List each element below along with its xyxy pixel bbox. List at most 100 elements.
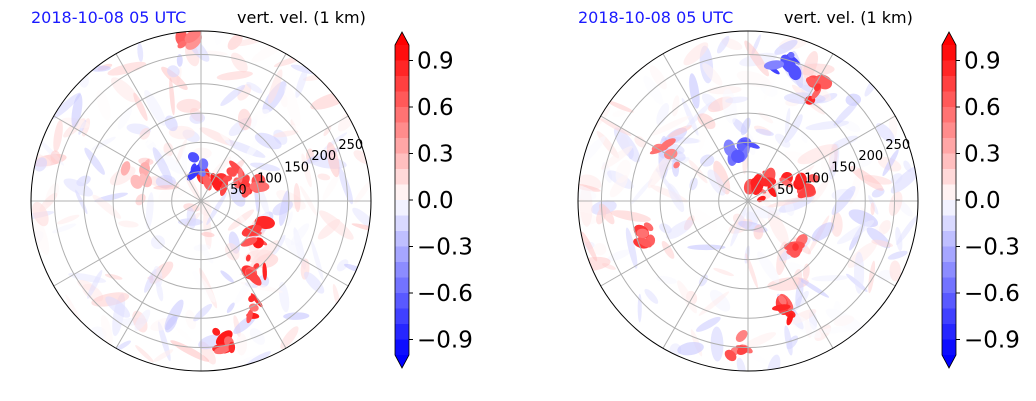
colorbar-tick-label: 0.9 xyxy=(417,49,454,75)
colorbar-extend-max xyxy=(395,32,409,45)
colorbar-tick-label: −0.9 xyxy=(964,328,1020,354)
colorbar-segment xyxy=(395,231,409,247)
colorbar-tick-label: 0.3 xyxy=(417,142,454,168)
velocity-cell xyxy=(175,31,202,50)
colorbar-segment xyxy=(942,293,956,309)
azimuth-line xyxy=(662,200,749,349)
colorbar-segment xyxy=(942,246,956,263)
colorbar-outline xyxy=(394,31,410,369)
radial-tick-label: 250 xyxy=(885,138,910,153)
azimuth-line xyxy=(747,200,896,287)
colorbar-tick-label: 0.0 xyxy=(964,188,1001,214)
colorbar: 0.9 0.6 0.3 0.0 −0.3 −0.6 −0.9 xyxy=(394,31,473,369)
azimuth-line xyxy=(200,115,349,202)
colorbar-segment xyxy=(395,45,409,61)
colorbar-segment xyxy=(395,200,409,216)
radial-tick-label: 50 xyxy=(230,183,247,198)
azimuth-line xyxy=(200,200,287,349)
velocity-cell xyxy=(723,137,760,166)
colorbar-segment xyxy=(942,200,956,216)
colorbar-extend-min xyxy=(942,355,956,368)
colorbar-tick-label: 0.6 xyxy=(964,95,1001,121)
radial-tick-label: 100 xyxy=(804,172,829,187)
colorbar-outline xyxy=(941,31,957,369)
radial-tick-label: 150 xyxy=(831,160,856,175)
colorbar-segment xyxy=(942,308,956,325)
colorbar-tick-label: 0.3 xyxy=(964,142,1001,168)
radial-tick-label: 250 xyxy=(338,138,363,153)
colorbar-segment xyxy=(395,339,409,356)
colorbar-segment xyxy=(395,215,409,232)
colorbar-segment xyxy=(942,184,956,201)
chart-panel-right: 2018-10-08 05 UTC vert. vel. (1 km) 50 10… xyxy=(547,0,1036,401)
colorbar-segment xyxy=(942,91,956,108)
colorbar-segment xyxy=(942,122,956,139)
time-label: 2018-10-08 05 UTC xyxy=(578,8,734,27)
chart-panel-left: 2018-10-08 05 UTC vert. vel. (1 km) 50 10… xyxy=(30,8,473,372)
colorbar-segment xyxy=(395,324,409,340)
colorbar-segment xyxy=(942,324,956,340)
colorbar-segment xyxy=(395,91,409,108)
azimuth-line xyxy=(747,200,834,349)
velocity-cell xyxy=(649,138,680,169)
colorbar-segment xyxy=(942,138,956,154)
velocity-cell xyxy=(241,254,267,286)
colorbar-extend-min xyxy=(395,355,409,368)
colorbar-tick-label: −0.3 xyxy=(964,235,1020,261)
radial-tick-label: 50 xyxy=(777,183,794,198)
colorbar-tick-label: −0.6 xyxy=(417,281,473,307)
azimuth-line xyxy=(600,115,749,202)
polar-frame xyxy=(30,30,372,372)
colorbar-segment xyxy=(395,293,409,309)
colorbar-segment xyxy=(395,262,409,278)
variable-label: vert. vel. (1 km) xyxy=(237,8,366,27)
colorbar-segment xyxy=(942,169,956,185)
velocity-cell xyxy=(633,222,656,249)
azimuth-line xyxy=(200,53,287,202)
velocity-cell xyxy=(724,330,753,362)
colorbar-segment xyxy=(942,76,956,92)
azimuth-line xyxy=(53,115,202,202)
azimuth-line xyxy=(747,53,834,202)
colorbar-segment xyxy=(395,60,409,77)
colorbar-segment xyxy=(942,107,956,123)
velocity-cell xyxy=(783,234,808,258)
polar-frame xyxy=(577,30,919,372)
velocity-cell xyxy=(238,167,270,198)
colorbar-segment xyxy=(942,262,956,278)
colorbar-segment xyxy=(942,215,956,232)
radial-tick-label: 200 xyxy=(311,149,336,164)
colorbar-tick-label: −0.9 xyxy=(417,328,473,354)
colorbar-tick-label: 0.0 xyxy=(417,188,454,214)
polar-grid xyxy=(31,31,371,371)
colorbar-segment xyxy=(395,76,409,92)
velocity-cell xyxy=(793,172,820,199)
colorbar-segment xyxy=(395,277,409,294)
radial-tick-label: 100 xyxy=(257,172,282,187)
time-label: 2018-10-08 05 UTC xyxy=(31,8,187,27)
colorbar-segment xyxy=(942,153,956,170)
velocity-cell xyxy=(246,293,263,324)
colorbar-tick-label: 0.9 xyxy=(964,49,1001,75)
colorbar: 0.9 0.6 0.3 0.0 −0.3 −0.6 −0.9 xyxy=(941,31,1020,369)
azimuth-line xyxy=(600,200,749,287)
vertical-velocity-field xyxy=(578,34,918,371)
azimuth-line xyxy=(53,200,202,287)
azimuth-line xyxy=(662,53,749,202)
colorbar-segment xyxy=(395,184,409,201)
colorbar-segment xyxy=(395,153,409,170)
variable-label: vert. vel. (1 km) xyxy=(784,8,913,27)
colorbar-segment xyxy=(942,339,956,356)
colorbar-tick-label: −0.3 xyxy=(417,235,473,261)
colorbar-segment xyxy=(395,138,409,154)
azimuth-line xyxy=(115,200,202,349)
radial-tick-label: 150 xyxy=(284,160,309,175)
polar-grid xyxy=(578,31,918,371)
colorbar-segment xyxy=(942,231,956,247)
colorbar-segment xyxy=(395,169,409,185)
colorbar-segment xyxy=(395,308,409,325)
azimuth-line xyxy=(747,115,896,202)
colorbar-segment xyxy=(942,60,956,77)
colorbar-segment xyxy=(395,246,409,263)
